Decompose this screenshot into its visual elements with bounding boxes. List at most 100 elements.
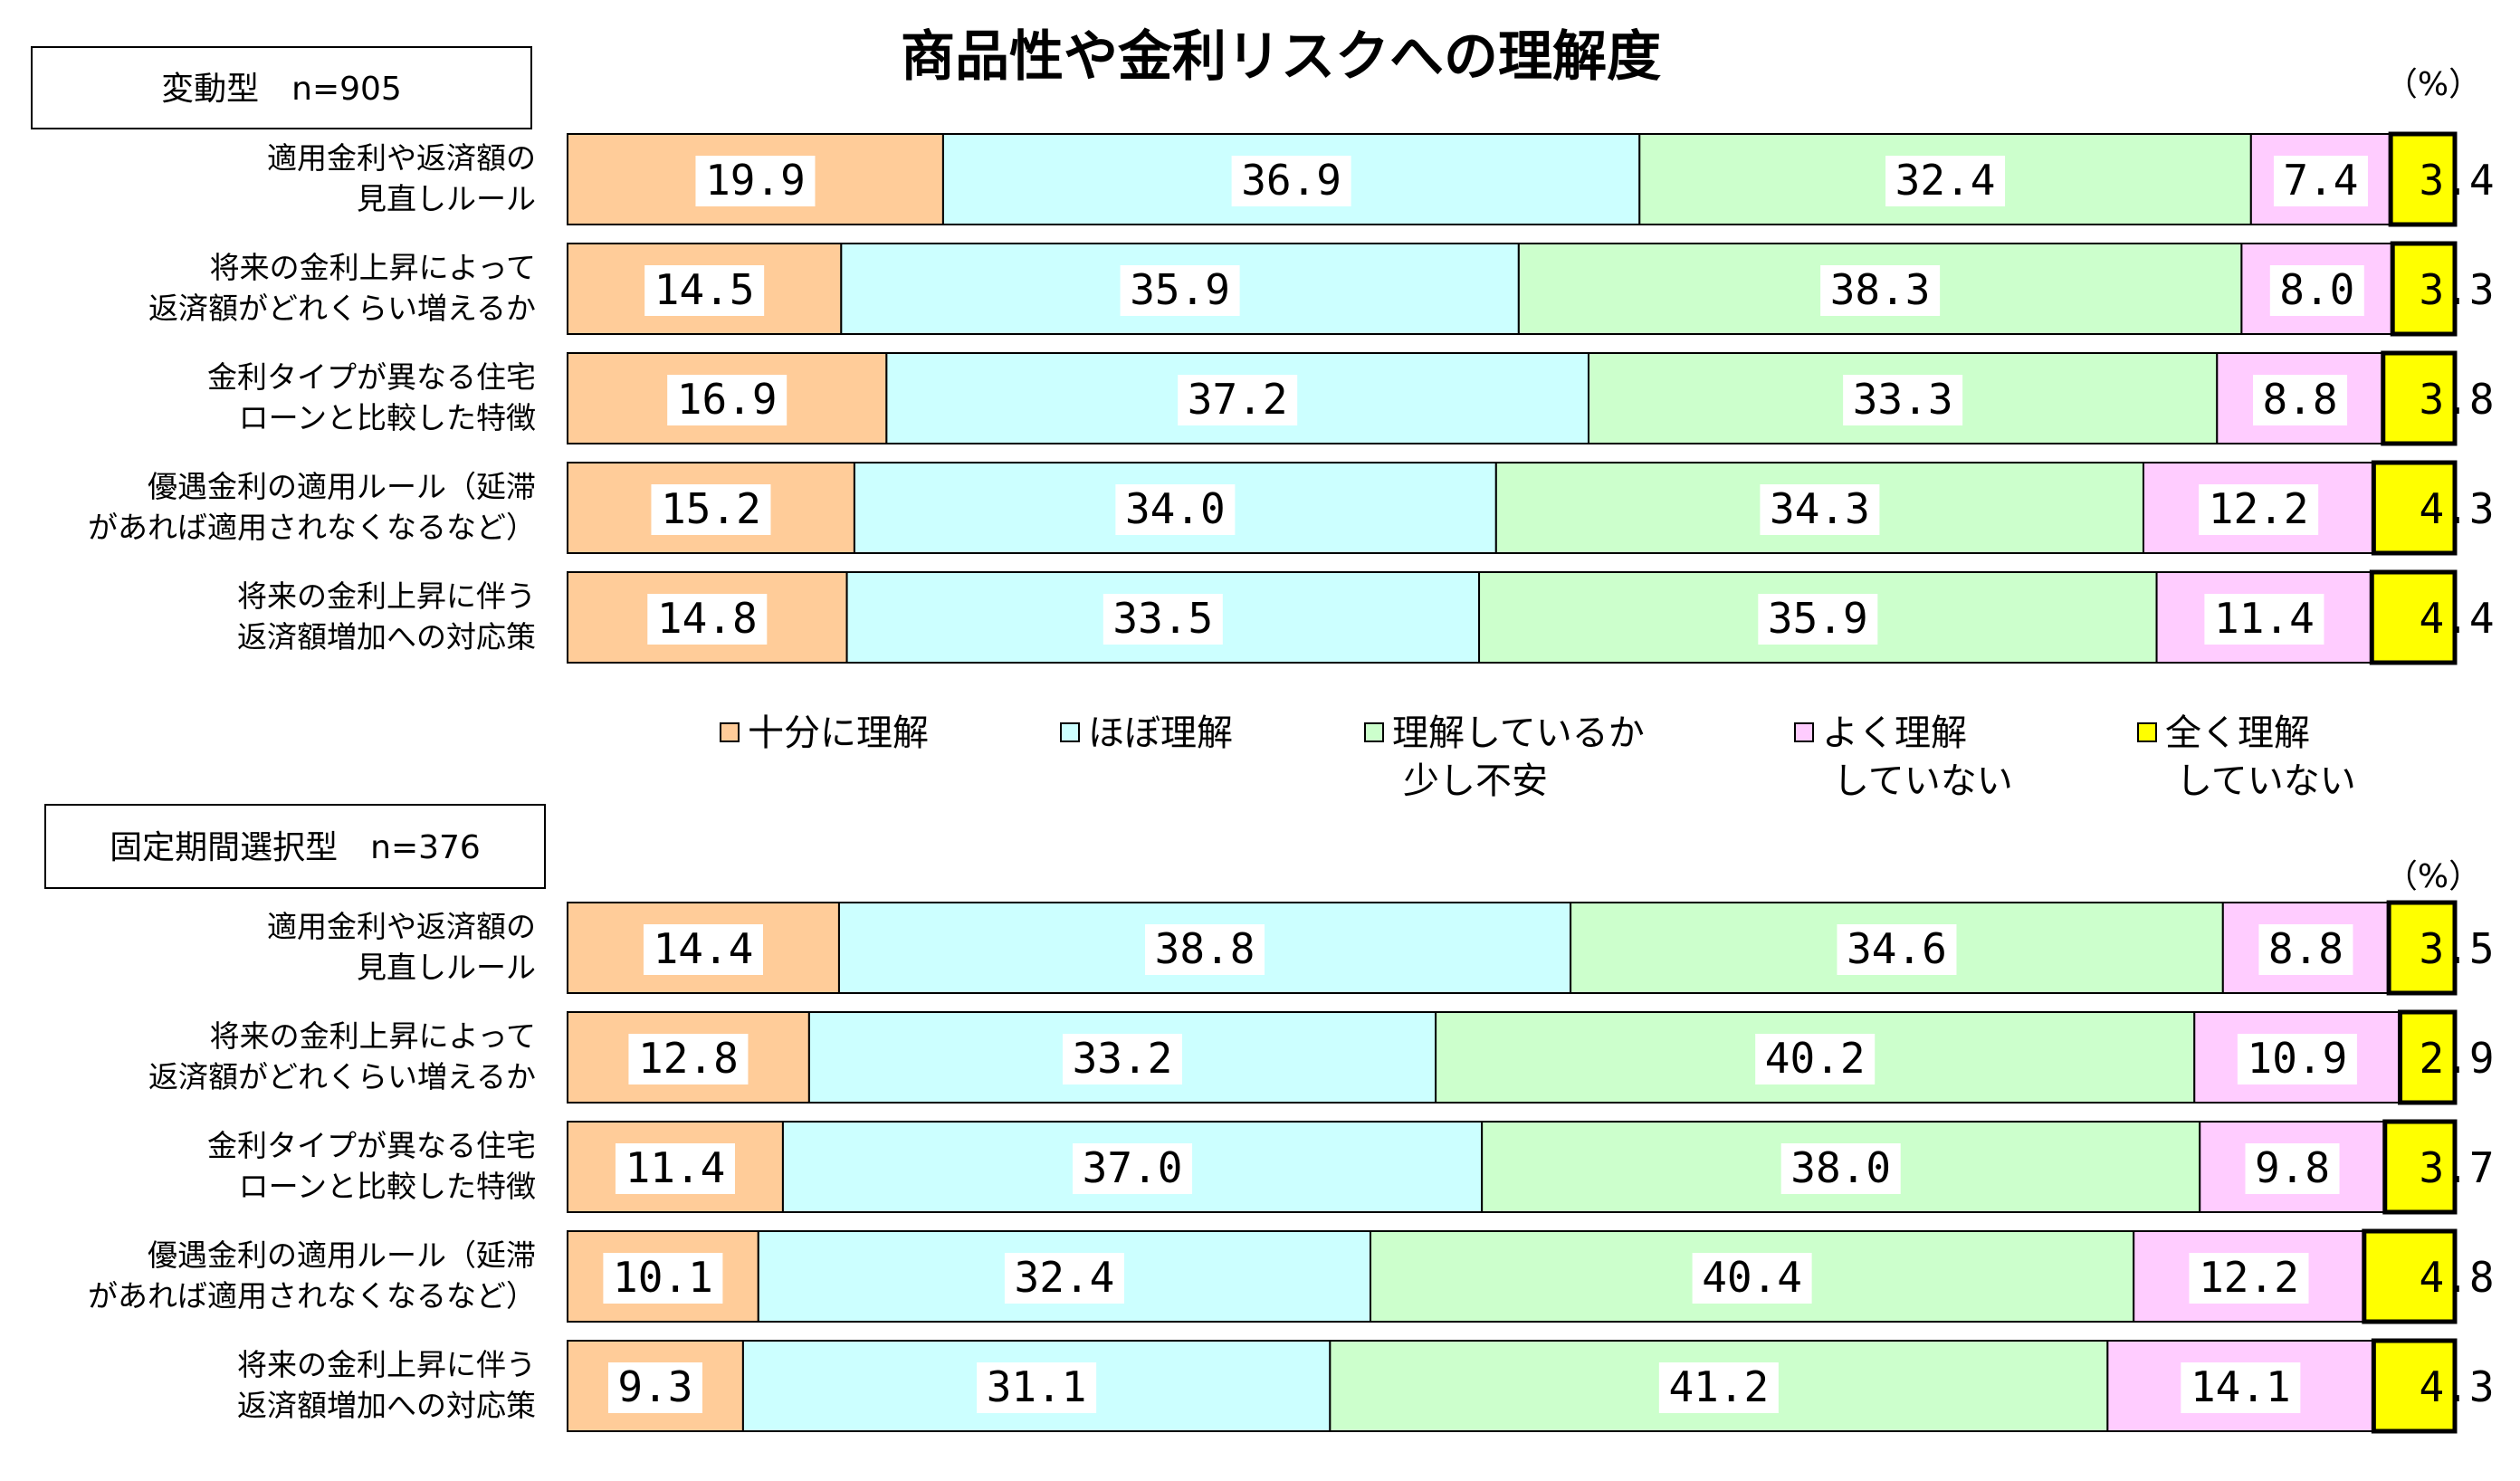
category-label: 見直しルール	[357, 950, 536, 985]
section-label-box	[31, 46, 532, 129]
legend-swatch	[1364, 722, 1384, 742]
data-label: 33.2	[1073, 1034, 1173, 1083]
data-label: 37.0	[1083, 1143, 1183, 1192]
data-label: 11.4	[625, 1143, 726, 1192]
data-label: 10.1	[613, 1253, 713, 1302]
data-label: 2.9	[2419, 1034, 2494, 1083]
data-label: 35.9	[1768, 594, 1868, 643]
unit-label: （%）	[2385, 858, 2481, 895]
category-label: 返済額がどれくらい増えるか	[148, 1059, 536, 1094]
legend-label: ほぼ理解	[1088, 712, 1233, 754]
data-label: 8.8	[2262, 375, 2337, 424]
data-label-box	[695, 156, 816, 206]
data-label-box	[667, 375, 788, 425]
data-label-box	[2204, 594, 2324, 645]
data-label-box	[2269, 265, 2364, 316]
category-label: 将来の金利上昇に伴う	[237, 578, 536, 614]
bar-segment	[2142, 462, 2375, 554]
data-label: 11.4	[2214, 594, 2315, 643]
data-label: 41.2	[1668, 1362, 1769, 1411]
data-label: 12.2	[2199, 1253, 2299, 1302]
data-label: 14.8	[657, 594, 758, 643]
bar-segment	[2369, 569, 2458, 665]
data-label-box	[1062, 1034, 1182, 1084]
category-label: 返済額増加への対応策	[237, 1388, 536, 1423]
section-label: 固定期間選択型 n=376	[110, 829, 481, 866]
data-label: 40.4	[1702, 1253, 1802, 1302]
data-label-box	[1755, 1034, 1876, 1084]
data-label-box	[1820, 265, 1941, 316]
data-label-box	[647, 594, 768, 645]
data-label-box	[1658, 1362, 1779, 1413]
data-label-box	[651, 484, 771, 535]
data-label: 40.2	[1765, 1034, 1866, 1083]
data-label-box	[2253, 375, 2348, 425]
category-label: 優遇金利の適用ルール（延滞	[148, 1237, 536, 1273]
data-label: 7.4	[2283, 156, 2358, 205]
data-label: 9.8	[2255, 1143, 2330, 1192]
category-label: 金利タイプが異なる住宅	[207, 1128, 536, 1163]
data-label: 33.5	[1112, 594, 1213, 643]
data-label: 8.0	[2279, 265, 2354, 314]
data-label-box	[2245, 1143, 2340, 1194]
category-label: 返済額がどれくらい増えるか	[148, 291, 536, 326]
data-label-box	[628, 1034, 749, 1084]
data-label-box	[1758, 594, 1878, 645]
legend-label: していない	[2176, 760, 2356, 802]
data-label: 33.3	[1853, 375, 1953, 424]
category-label: 見直しルール	[357, 181, 536, 216]
data-label: 31.1	[987, 1362, 1087, 1411]
data-label: 4.4	[2419, 594, 2494, 643]
data-label: 35.9	[1130, 265, 1230, 314]
data-label-box	[1692, 1253, 1812, 1304]
chart-title: 商品性や金利リスクへの理解度	[901, 25, 1661, 89]
bar-segment	[2398, 1009, 2458, 1105]
data-label: 3.4	[2419, 156, 2494, 205]
legend-label: よく理解	[1822, 712, 1967, 754]
data-label-box	[1102, 594, 1223, 645]
bar-segment	[2382, 1119, 2458, 1215]
data-label-box	[1120, 265, 1240, 316]
data-label-box	[1073, 1143, 1193, 1194]
category-label: 優遇金利の適用ルール（延滞	[148, 469, 536, 504]
data-label: 38.0	[1790, 1143, 1891, 1192]
data-label: 38.8	[1155, 924, 1255, 973]
category-label: ローンと比較した特徴	[239, 1169, 536, 1204]
category-label: 将来の金利上昇によって	[210, 250, 536, 285]
category-label: 適用金利や返済額の	[267, 140, 536, 176]
data-label: 12.8	[638, 1034, 739, 1083]
data-label-box	[2258, 924, 2353, 975]
data-label: 9.3	[617, 1362, 692, 1411]
category-label: 返済額増加への対応策	[237, 619, 536, 655]
data-label: 19.9	[705, 156, 806, 205]
legend-label: 理解しているか	[1392, 712, 1645, 754]
data-label-box	[2273, 156, 2368, 206]
data-label-box	[607, 1362, 702, 1413]
legend-swatch	[720, 722, 740, 742]
data-label-box	[1178, 375, 1298, 425]
data-label: 32.4	[1895, 156, 1996, 205]
data-label-box	[1115, 484, 1236, 535]
legend-label: 十分に理解	[748, 712, 929, 754]
section-label: 変動型 n=905	[161, 71, 402, 108]
category-label: ローンと比較した特徴	[239, 400, 536, 435]
data-label-box	[977, 1362, 1097, 1413]
section-label-box	[44, 804, 546, 889]
data-label: 34.3	[1770, 484, 1870, 533]
legend-swatch	[1794, 722, 1814, 742]
data-label: 36.9	[1241, 156, 1341, 205]
data-label: 3.5	[2419, 924, 2494, 973]
data-label-box	[2189, 1253, 2309, 1304]
unit-label: （%）	[2385, 66, 2481, 103]
bar-segment	[2381, 350, 2458, 446]
data-label-box	[2199, 484, 2319, 535]
data-label: 12.2	[2209, 484, 2309, 533]
category-label: があれば適用されなくなるなど）	[88, 510, 536, 545]
bar-segment	[2386, 900, 2458, 996]
data-label: 4.3	[2419, 1362, 2494, 1411]
data-label-box	[1780, 1143, 1901, 1194]
legend-swatch	[1060, 722, 1080, 742]
legend-swatch	[2137, 722, 2157, 742]
data-label-box	[1145, 924, 1265, 975]
data-label: 3.7	[2419, 1143, 2494, 1192]
